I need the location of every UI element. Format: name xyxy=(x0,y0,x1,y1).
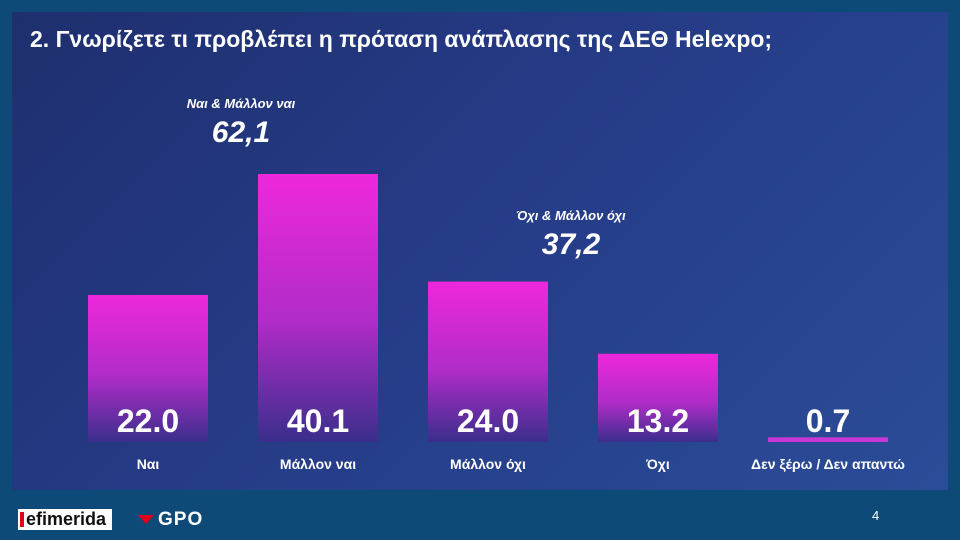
bar-0 xyxy=(88,294,208,442)
category-label-3: Όχι xyxy=(645,456,670,472)
bar-2 xyxy=(428,281,548,442)
gpo-logo: GPO xyxy=(138,509,203,530)
efimerida-logo-text: efimerida xyxy=(26,509,107,529)
group-value-yes: 62,1 xyxy=(211,116,271,149)
gpo-chevron-icon xyxy=(138,515,154,524)
group-value-no: 37,2 xyxy=(541,228,601,261)
bar-value-label-4: 0.7 xyxy=(806,403,850,439)
bar-value-label-0: 22.0 xyxy=(117,403,179,439)
efimerida-logo: efimerida xyxy=(18,509,113,530)
category-label-4: Δεν ξέρω / Δεν απαντώ xyxy=(751,456,905,472)
bar-chart: 22.0 Ναι 40.1 Μάλλον ναι 24.0 Μάλλον όχι 13.2 Ό… xyxy=(88,174,905,472)
bar-value-label-2: 24.0 xyxy=(457,403,519,439)
page-number: 4 xyxy=(872,508,880,523)
category-label-0: Ναι xyxy=(137,456,160,472)
bar-3 xyxy=(598,353,718,442)
bar-value-label-3: 13.2 xyxy=(627,403,689,439)
slide-title: 2. Γνωρίζετε τι προβλέπει η πρόταση ανάπ… xyxy=(30,26,773,52)
footer-bar xyxy=(0,490,960,540)
group-label-yes: Ναι & Μάλλον ναι xyxy=(186,96,296,111)
group-label-no: Όχι & Μάλλον όχι xyxy=(516,208,626,223)
category-label-1: Μάλλον ναι xyxy=(280,456,356,472)
bar-1 xyxy=(258,174,378,442)
category-label-2: Μάλλον όχι xyxy=(450,456,526,472)
bar-value-label-1: 40.1 xyxy=(287,403,349,439)
gpo-logo-text: GPO xyxy=(158,509,204,530)
bar-4 xyxy=(768,437,888,442)
efimerida-mark-icon xyxy=(20,512,24,527)
